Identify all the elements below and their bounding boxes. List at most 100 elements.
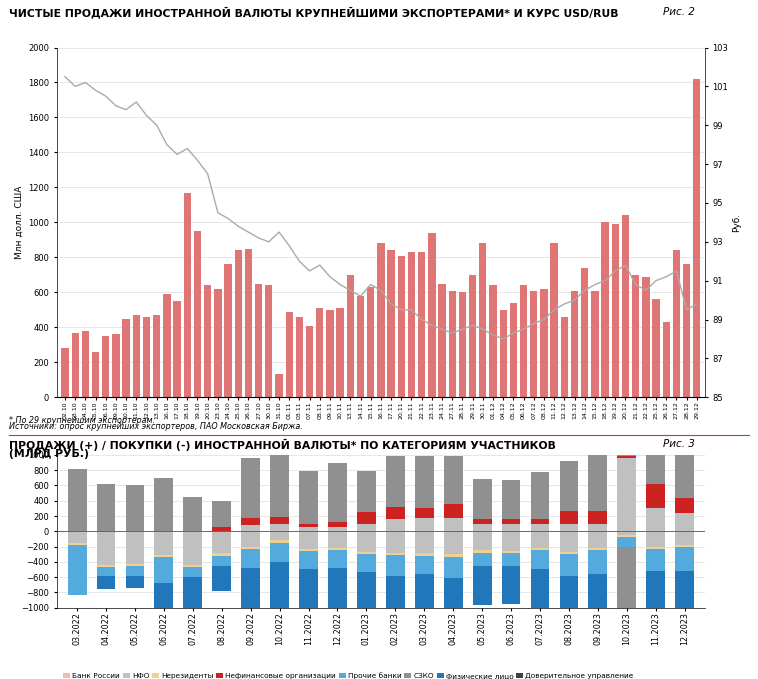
Bar (531, 548, 550, 551)
Bar (531, 524, 550, 531)
Text: Рис. 3: Рис. 3 (663, 439, 695, 449)
Bar (473, 479, 491, 519)
Bar (286, 312, 293, 397)
Bar (183, 497, 202, 531)
Bar (126, 566, 144, 576)
Bar (386, 576, 405, 624)
Bar (155, 583, 174, 614)
Bar (673, 251, 680, 397)
Bar (126, 564, 144, 566)
Bar (296, 317, 303, 397)
Bar (473, 519, 491, 524)
Bar (415, 555, 434, 574)
Bar (444, 456, 462, 504)
Bar (531, 519, 550, 524)
Bar (234, 251, 242, 397)
Bar (215, 289, 221, 397)
Bar (622, 215, 629, 397)
Bar (444, 554, 462, 557)
Bar (588, 551, 607, 574)
Bar (386, 553, 405, 555)
Bar (155, 557, 174, 583)
Bar (212, 501, 231, 527)
Bar (299, 527, 318, 531)
Bar (408, 252, 415, 397)
Legend: Чистые продажи, Курс USD/RUB (правая шкала): Чистые продажи, Курс USD/RUB (правая шка… (139, 475, 424, 491)
Bar (275, 375, 283, 397)
Bar (398, 255, 405, 397)
Bar (588, 455, 607, 511)
Bar (386, 507, 405, 519)
Bar (550, 243, 558, 397)
Bar (459, 293, 466, 397)
Bar (271, 562, 289, 622)
Bar (490, 285, 496, 397)
Bar (540, 289, 547, 397)
Bar (326, 310, 334, 397)
Text: * По 29 крупнейшим экспортерам.: * По 29 крупнейшим экспортерам. (9, 416, 155, 424)
Bar (502, 519, 521, 524)
Bar (328, 568, 347, 627)
Bar (502, 551, 521, 553)
Bar (444, 578, 462, 622)
Bar (502, 566, 521, 604)
Bar (155, 555, 174, 557)
Bar (96, 567, 115, 576)
Bar (415, 508, 434, 518)
Bar (299, 569, 318, 622)
Bar (224, 264, 232, 397)
Bar (155, 478, 174, 531)
Bar (387, 251, 395, 397)
Bar (502, 531, 521, 551)
Bar (588, 574, 607, 628)
Bar (357, 552, 376, 554)
Bar (71, 333, 79, 397)
Bar (328, 548, 347, 551)
Bar (502, 553, 521, 566)
Bar (96, 576, 115, 589)
Bar (428, 233, 436, 397)
Bar (588, 548, 607, 551)
Bar (675, 545, 694, 547)
Bar (632, 275, 639, 397)
Bar (92, 352, 99, 397)
Bar (61, 348, 69, 397)
Bar (386, 519, 405, 531)
Bar (245, 249, 252, 397)
Bar (675, 498, 694, 513)
Text: Источники: опрос крупнейших экспортеров, ПАО Московская Биржа.: Источники: опрос крупнейших экспортеров,… (9, 422, 303, 431)
Bar (183, 565, 202, 567)
Bar (618, 538, 636, 547)
Bar (675, 531, 694, 545)
Bar (509, 303, 517, 397)
Legend: Банк России, НФО, Нерезиденты, Нефинансовые организации, Прочие банки, СЗКО, Физ: Банк России, НФО, Нерезиденты, Нефинансо… (61, 669, 637, 679)
Bar (531, 569, 550, 615)
Bar (328, 531, 347, 548)
Text: ЧИСТЫЕ ПРОДАЖИ ИНОСТРАННОЙ ВАЛЮТЫ КРУПНЕЙШИМИ ЭКСПОРТЕРАМИ* И КУРС USD/RUB: ЧИСТЫЕ ПРОДАЖИ ИНОСТРАННОЙ ВАЛЮТЫ КРУПНЕ… (9, 7, 619, 18)
Bar (241, 526, 260, 531)
Bar (306, 325, 313, 397)
Bar (241, 549, 260, 568)
Bar (530, 291, 537, 397)
Bar (653, 299, 659, 397)
Bar (204, 285, 211, 397)
Bar (675, 435, 694, 498)
Bar (647, 549, 666, 571)
Bar (241, 531, 260, 547)
Bar (123, 318, 130, 397)
Bar (241, 547, 260, 549)
Bar (386, 555, 405, 576)
Bar (588, 511, 607, 524)
Bar (601, 223, 609, 397)
Bar (133, 315, 140, 397)
Bar (126, 531, 144, 564)
Bar (561, 317, 568, 397)
Bar (588, 524, 607, 531)
Bar (337, 308, 344, 397)
Bar (618, 535, 636, 538)
Bar (618, 380, 636, 456)
Bar (469, 275, 476, 397)
Bar (183, 531, 202, 565)
Bar (520, 285, 528, 397)
Bar (683, 264, 691, 397)
